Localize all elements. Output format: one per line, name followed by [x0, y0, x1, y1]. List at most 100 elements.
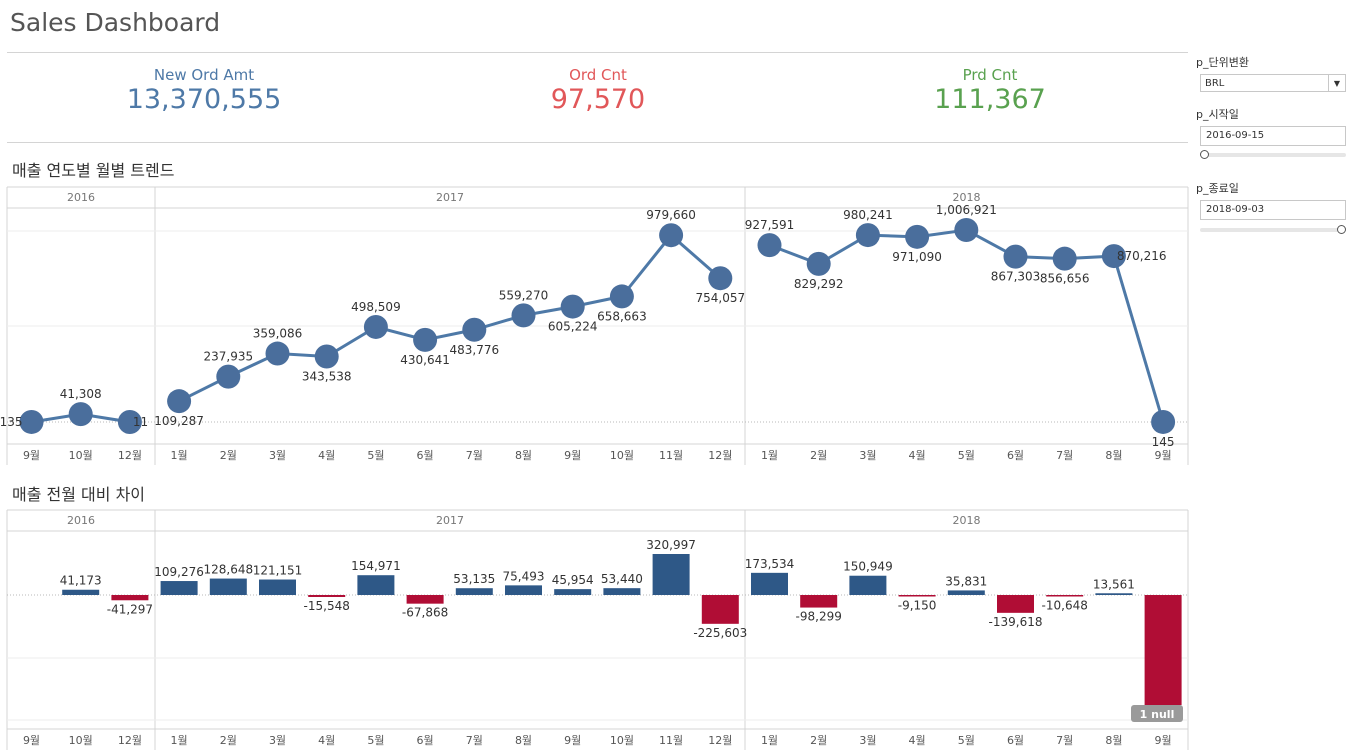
trend-data-label: 41,308	[60, 387, 102, 401]
null-indicator-badge[interactable]	[1131, 705, 1183, 722]
param-end: p_종료일 2018-09-03	[1196, 180, 1346, 220]
param-start: p_시작일 2016-09-15	[1196, 106, 1346, 146]
kpi-divider	[7, 142, 1188, 143]
month-tick-label: 9월	[1155, 449, 1172, 462]
chevron-down-icon[interactable]: ▼	[1328, 75, 1345, 91]
trend-data-point	[560, 294, 585, 319]
month-tick-label: 1월	[171, 734, 188, 747]
diff-bar	[554, 589, 592, 595]
diff-bar	[406, 595, 444, 604]
trend-data-point	[19, 409, 44, 434]
end-date-input[interactable]: 2018-09-03	[1200, 200, 1346, 220]
trend-data-point	[1101, 244, 1126, 269]
diff-data-label: 13,561	[1093, 577, 1135, 591]
year-header: 2018	[953, 191, 981, 204]
trend-data-point	[314, 344, 339, 369]
diff-bar	[800, 595, 838, 608]
month-tick-label: 11월	[659, 734, 683, 747]
trend-data-point	[413, 327, 438, 352]
diff-bar	[308, 595, 346, 597]
trend-data-point	[1151, 409, 1176, 434]
month-tick-label: 7월	[1056, 734, 1073, 747]
year-header: 2017	[436, 191, 464, 204]
diff-data-label: 41,173	[60, 574, 102, 588]
month-tick-label: 2월	[810, 449, 827, 462]
trend-data-label: 658,663	[597, 309, 647, 323]
month-tick-label: 6월	[1007, 449, 1024, 462]
trend-data-label: 430,641	[400, 353, 450, 367]
month-tick-label: 9월	[23, 449, 40, 462]
diff-data-label: -9,150	[898, 599, 937, 613]
trend-data-label: 1,006,921	[936, 203, 997, 217]
trend-data-label: 559,270	[499, 288, 549, 302]
trend-data-point	[117, 409, 142, 434]
trend-data-point	[462, 317, 487, 342]
diff-data-label: 128,648	[203, 563, 253, 577]
start-date-input[interactable]: 2016-09-15	[1200, 126, 1346, 146]
trend-data-point	[265, 341, 290, 366]
month-tick-label: 8월	[515, 449, 532, 462]
trend-data-label: 829,292	[794, 277, 844, 291]
diff-data-label: 320,997	[646, 538, 696, 552]
month-tick-label: 1월	[171, 449, 188, 462]
diff-data-label: 173,534	[745, 557, 795, 571]
kpi-value: 97,570	[550, 84, 646, 115]
diff-data-label: -139,618	[989, 615, 1043, 629]
diff-bar	[751, 572, 788, 595]
trend-data-label: 979,660	[646, 208, 696, 222]
month-tick-label: 8월	[515, 734, 532, 747]
diff-data-label: 35,831	[945, 574, 987, 588]
param-end-label: p_종료일	[1196, 182, 1239, 195]
diff-bar	[1095, 593, 1133, 595]
month-tick-label: 9월	[1155, 734, 1172, 747]
end-date-slider-track[interactable]	[1200, 228, 1346, 232]
month-tick-label: 7월	[466, 734, 483, 747]
diff-bar	[997, 595, 1034, 613]
month-tick-label: 10월	[69, 734, 93, 747]
month-tick-label: 4월	[318, 734, 335, 747]
trend-data-label: 867,303	[991, 270, 1041, 284]
month-tick-label: 12월	[118, 449, 142, 462]
dashboard-title: Sales Dashboard	[10, 8, 221, 37]
end-date-slider-handle[interactable]	[1337, 225, 1346, 234]
kpi-value: 111,367	[934, 84, 1046, 115]
trend-data-label: 605,224	[548, 320, 598, 334]
start-date-slider-handle[interactable]	[1200, 150, 1209, 159]
unit-dropdown-value: BRL	[1205, 78, 1225, 89]
month-tick-label: 7월	[466, 449, 483, 462]
month-tick-label: 1월	[761, 734, 778, 747]
trend-data-label: 359,086	[253, 327, 303, 341]
diff-data-label: -67,868	[402, 606, 448, 620]
diff-bar	[160, 581, 198, 595]
month-tick-label: 9월	[23, 734, 40, 747]
month-tick-label: 5월	[958, 734, 975, 747]
trend-data-point	[905, 224, 930, 249]
month-tick-label: 6월	[417, 734, 434, 747]
year-header: 2016	[67, 514, 95, 527]
month-tick-label: 4월	[909, 734, 926, 747]
trend-data-label: 856,656	[1040, 272, 1090, 286]
month-tick-label: 11월	[659, 449, 683, 462]
diff-data-label: 150,949	[843, 560, 893, 574]
trend-data-point	[68, 402, 93, 427]
trend-chart-title: 매출 연도별 월별 트렌드	[12, 161, 175, 180]
kpi-new-ord-amt: New Ord Amt 13,370,555	[4, 66, 404, 115]
kpi-ord-cnt: Ord Cnt 97,570	[398, 66, 798, 115]
month-tick-label: 5월	[367, 734, 384, 747]
param-unit: p_단위변환 BRL ▼	[1196, 54, 1346, 92]
trend-data-label: 135	[0, 415, 23, 429]
month-tick-label: 6월	[417, 449, 434, 462]
diff-bar	[603, 588, 641, 595]
diff-bar	[455, 588, 493, 595]
month-tick-label: 12월	[708, 449, 732, 462]
unit-dropdown[interactable]: BRL ▼	[1200, 74, 1346, 92]
diff-bar	[259, 579, 296, 595]
month-tick-label: 5월	[958, 449, 975, 462]
month-tick-label: 4월	[318, 449, 335, 462]
month-tick-label: 3월	[859, 449, 876, 462]
diff-data-label: -41,297	[107, 602, 153, 616]
month-tick-label: 2월	[220, 449, 237, 462]
month-tick-label: 8월	[1105, 734, 1122, 747]
start-date-slider-track[interactable]	[1200, 153, 1346, 157]
